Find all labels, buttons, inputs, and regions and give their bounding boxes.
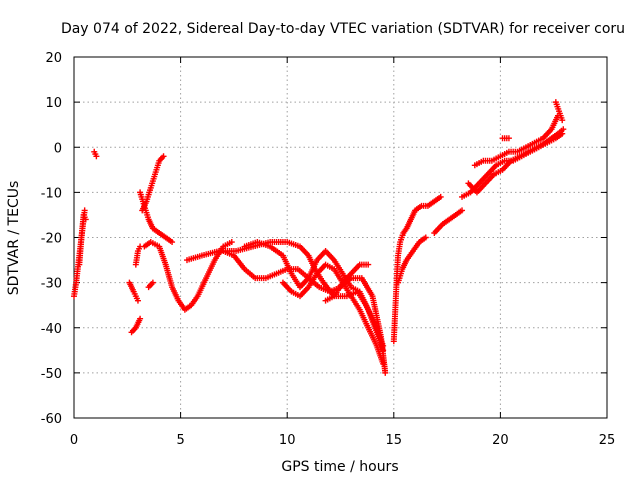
data-point [134, 297, 141, 304]
series-track-6 [132, 243, 144, 268]
data-point [505, 135, 512, 142]
x-axis-label: GPS time / hours [281, 459, 398, 475]
series-track-2 [76, 211, 89, 268]
data-point [228, 239, 235, 246]
y-axis-label: SDTVAR / TECUs [6, 181, 22, 296]
data-point [437, 193, 444, 200]
series-track-15 [322, 261, 372, 304]
y-tick-label: -10 [41, 186, 62, 201]
data-point [149, 279, 156, 286]
series-track-21 [471, 112, 561, 169]
series-track-3 [91, 148, 100, 160]
data-point [137, 315, 144, 322]
data-point [560, 126, 567, 133]
data-point [422, 234, 429, 241]
y-tick-label: 10 [45, 96, 62, 111]
data-point [93, 153, 100, 160]
series-track-17 [395, 234, 429, 286]
data-point [365, 261, 372, 268]
data-point [169, 239, 176, 246]
grid-lines [73, 56, 608, 419]
y-tick-label: -30 [41, 277, 62, 292]
series-track-14 [279, 261, 387, 367]
series-track-8 [139, 153, 167, 214]
series-track-13 [241, 239, 387, 354]
x-tick-label: 5 [176, 433, 184, 448]
x-tick-label: 0 [70, 433, 78, 448]
y-tick-label: -60 [41, 412, 62, 427]
data-point [82, 216, 89, 223]
data-point [81, 207, 88, 214]
data-point [559, 117, 566, 124]
y-tick-label: -40 [41, 322, 62, 337]
x-tick-label: 20 [492, 433, 509, 448]
x-axis: 0 5 10 15 20 25 [70, 57, 615, 448]
series-track-20 [465, 126, 567, 196]
y-tick-label: 20 [45, 51, 62, 66]
y-tick-label: 0 [54, 141, 62, 156]
chart-title: Day 074 of 2022, Sidereal Day-to-day VTE… [61, 21, 625, 37]
data-point [380, 360, 387, 367]
series-track-22 [499, 135, 512, 142]
series-track-4 [126, 279, 141, 304]
x-tick-label: 25 [599, 433, 616, 448]
data-point [382, 369, 389, 376]
series-track-9 [137, 189, 176, 246]
y-tick-label: -50 [41, 367, 62, 382]
series-track-10 [141, 239, 235, 313]
x-tick-label: 15 [386, 433, 403, 448]
y-axis: -60 -50 -40 -30 -20 -10 0 10 20 [41, 51, 607, 427]
series-track-5 [128, 315, 144, 336]
data-point [459, 207, 466, 214]
data-point [160, 153, 167, 160]
series-track-16 [390, 193, 444, 345]
series-track-18 [431, 207, 466, 236]
y-tick-label: -20 [41, 232, 62, 247]
series-track-23 [552, 99, 566, 124]
series-track-7 [145, 279, 156, 291]
data-points [71, 99, 567, 376]
x-tick-label: 10 [279, 433, 296, 448]
